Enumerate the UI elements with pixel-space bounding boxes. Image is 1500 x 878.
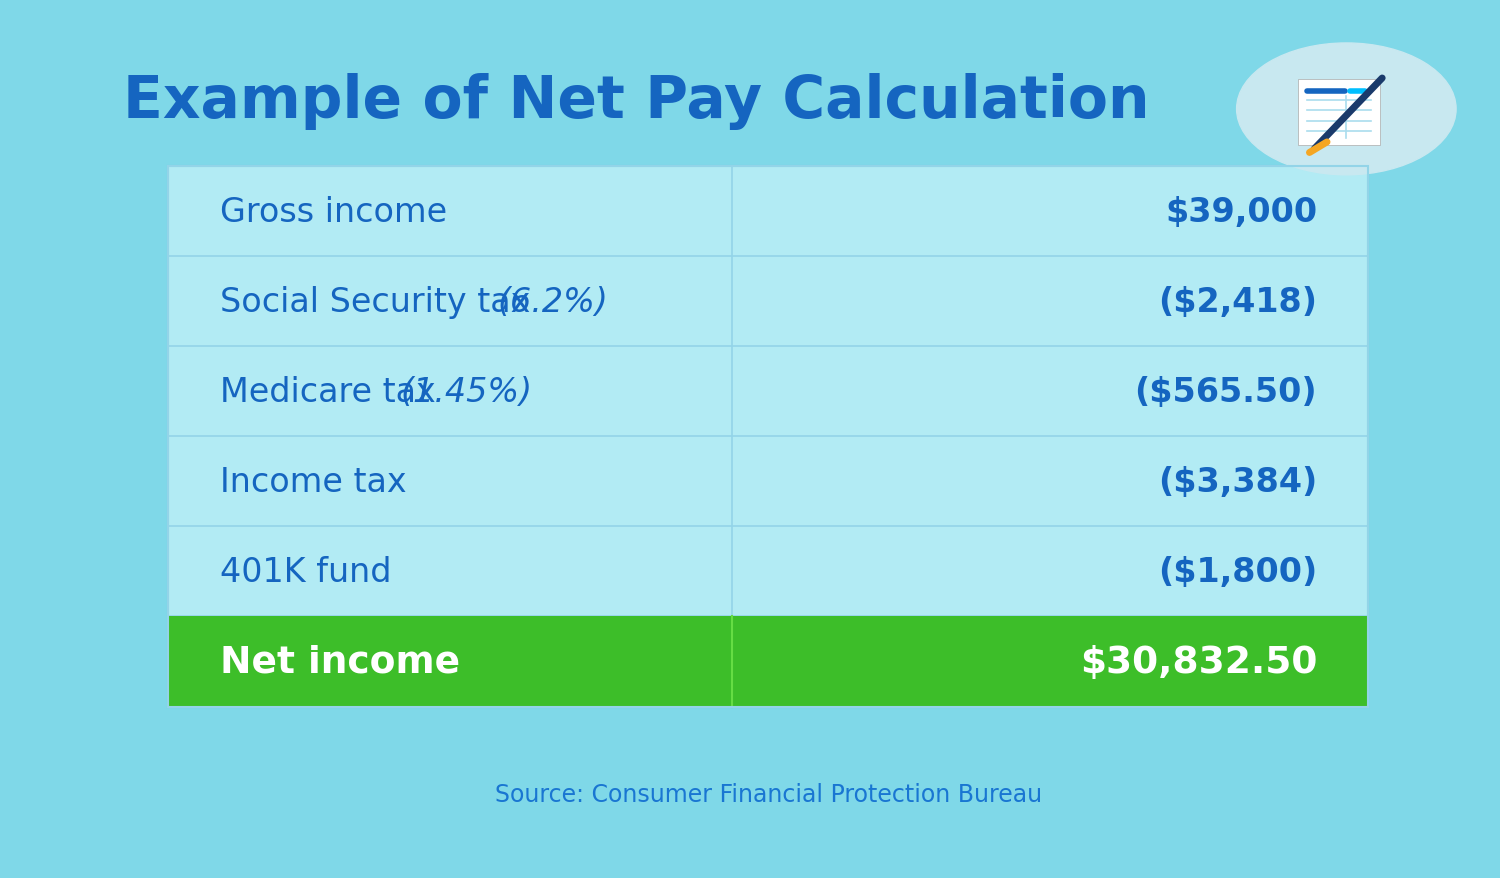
Text: Income tax: Income tax xyxy=(219,465,406,499)
Text: Gross income: Gross income xyxy=(219,195,447,228)
FancyBboxPatch shape xyxy=(1298,80,1380,147)
Text: (1.45%): (1.45%) xyxy=(400,375,532,408)
Circle shape xyxy=(1236,44,1456,176)
Text: Example of Net Pay Calculation: Example of Net Pay Calculation xyxy=(123,73,1150,129)
FancyBboxPatch shape xyxy=(168,167,1368,707)
Text: $39,000: $39,000 xyxy=(1166,195,1317,228)
Text: $30,832.50: $30,832.50 xyxy=(1080,644,1317,680)
Text: 401K fund: 401K fund xyxy=(219,555,392,588)
Text: ($1,800): ($1,800) xyxy=(1158,555,1317,588)
Text: Social Security tax: Social Security tax xyxy=(219,285,540,319)
Text: ($565.50): ($565.50) xyxy=(1134,375,1317,408)
FancyBboxPatch shape xyxy=(168,616,1368,707)
Text: ($3,384): ($3,384) xyxy=(1158,465,1317,499)
Text: Net income: Net income xyxy=(219,644,459,680)
Text: Source: Consumer Financial Protection Bureau: Source: Consumer Financial Protection Bu… xyxy=(495,782,1042,807)
Text: (6.2%): (6.2%) xyxy=(498,285,609,319)
Text: Medicare tax: Medicare tax xyxy=(219,375,446,408)
Text: ($2,418): ($2,418) xyxy=(1158,285,1317,319)
